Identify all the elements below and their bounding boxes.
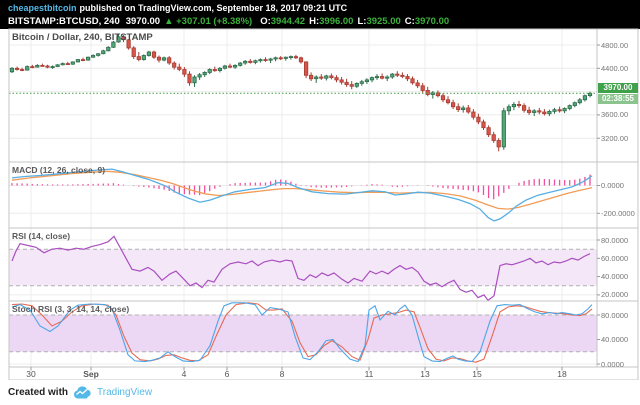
time-axis-label: Sep: [83, 369, 99, 379]
last-price-badge: 3970.00: [598, 83, 638, 94]
publish-header: cheapestbitcoin published on TradingView.…: [0, 0, 640, 29]
created-with-label: Created with: [8, 387, 69, 398]
y-axis-label: 4800.00: [601, 40, 629, 50]
y-axis-label: 20.0000: [601, 290, 629, 300]
y-axis-label: 0.0000: [601, 181, 624, 190]
high-value: 3996.00: [319, 16, 354, 27]
time-axis-label: 4: [181, 369, 187, 379]
time-axis-label: 15: [472, 369, 482, 379]
close-value: 3970.00: [414, 16, 450, 27]
main-pane-title: Bitcoin / Dollar, 240, BITSTAMP: [12, 32, 153, 43]
y-axis-label: 40.0000: [601, 272, 629, 282]
y-axis-label: 40.0000: [601, 335, 629, 344]
y-axis-label: 3200.00: [601, 133, 629, 143]
time-axis-label: 6: [224, 369, 230, 379]
macd-pane-title: MACD (12, 26, close, 9): [12, 165, 106, 175]
y-axis-label: 0.0000: [601, 359, 624, 369]
close-label: C:: [404, 16, 415, 27]
stoch-pane-title: Stoch RSI (3, 3, 14, 14, close): [12, 304, 130, 314]
low-value: 3925.00: [366, 16, 401, 27]
rsi-pane-title: RSI (14, close): [12, 231, 71, 241]
open-label: O:: [260, 16, 271, 27]
tradingview-logo-icon: [73, 386, 91, 399]
time-axis-label: 18: [557, 369, 567, 379]
y-axis-label: 60.0000: [601, 253, 629, 263]
y-axis-label: 80.0000: [601, 235, 629, 245]
price-change: ▲ +307.01 (+8.38%): [164, 16, 253, 27]
time-axis-label: 8: [279, 369, 285, 379]
y-axis-label: -200.0000: [601, 208, 635, 218]
last-price: 3970.00: [125, 16, 161, 27]
footer: Created with TradingView: [0, 380, 640, 405]
y-axis-label: 80.0000: [601, 310, 629, 320]
open-value: 3944.42: [270, 16, 306, 27]
publish-info: cheapestbitcoin published on TradingView.…: [8, 2, 640, 15]
high-label: H:: [309, 16, 320, 27]
time-axis-label: 11: [364, 369, 374, 379]
countdown-badge: 02:38:55: [598, 93, 638, 104]
tradingview-brand-link[interactable]: TradingView: [97, 387, 153, 398]
symbol-ohlc-row: BITSTAMP:BTCUSD, 240 3970.00 ▲ +307.01 (+8…: [8, 15, 640, 28]
y-axis-label: 4400.00: [601, 63, 629, 73]
time-axis-label: 30: [26, 369, 36, 379]
low-label: L:: [357, 16, 367, 27]
author-name[interactable]: cheapestbitcoin: [8, 3, 77, 13]
y-axis-label: 3600.00: [601, 110, 629, 120]
time-axis-label: 13: [420, 369, 430, 379]
symbol-label: BITSTAMP:BTCUSD, 240: [8, 16, 120, 27]
publish-text: published on TradingView.com, September …: [79, 3, 348, 13]
